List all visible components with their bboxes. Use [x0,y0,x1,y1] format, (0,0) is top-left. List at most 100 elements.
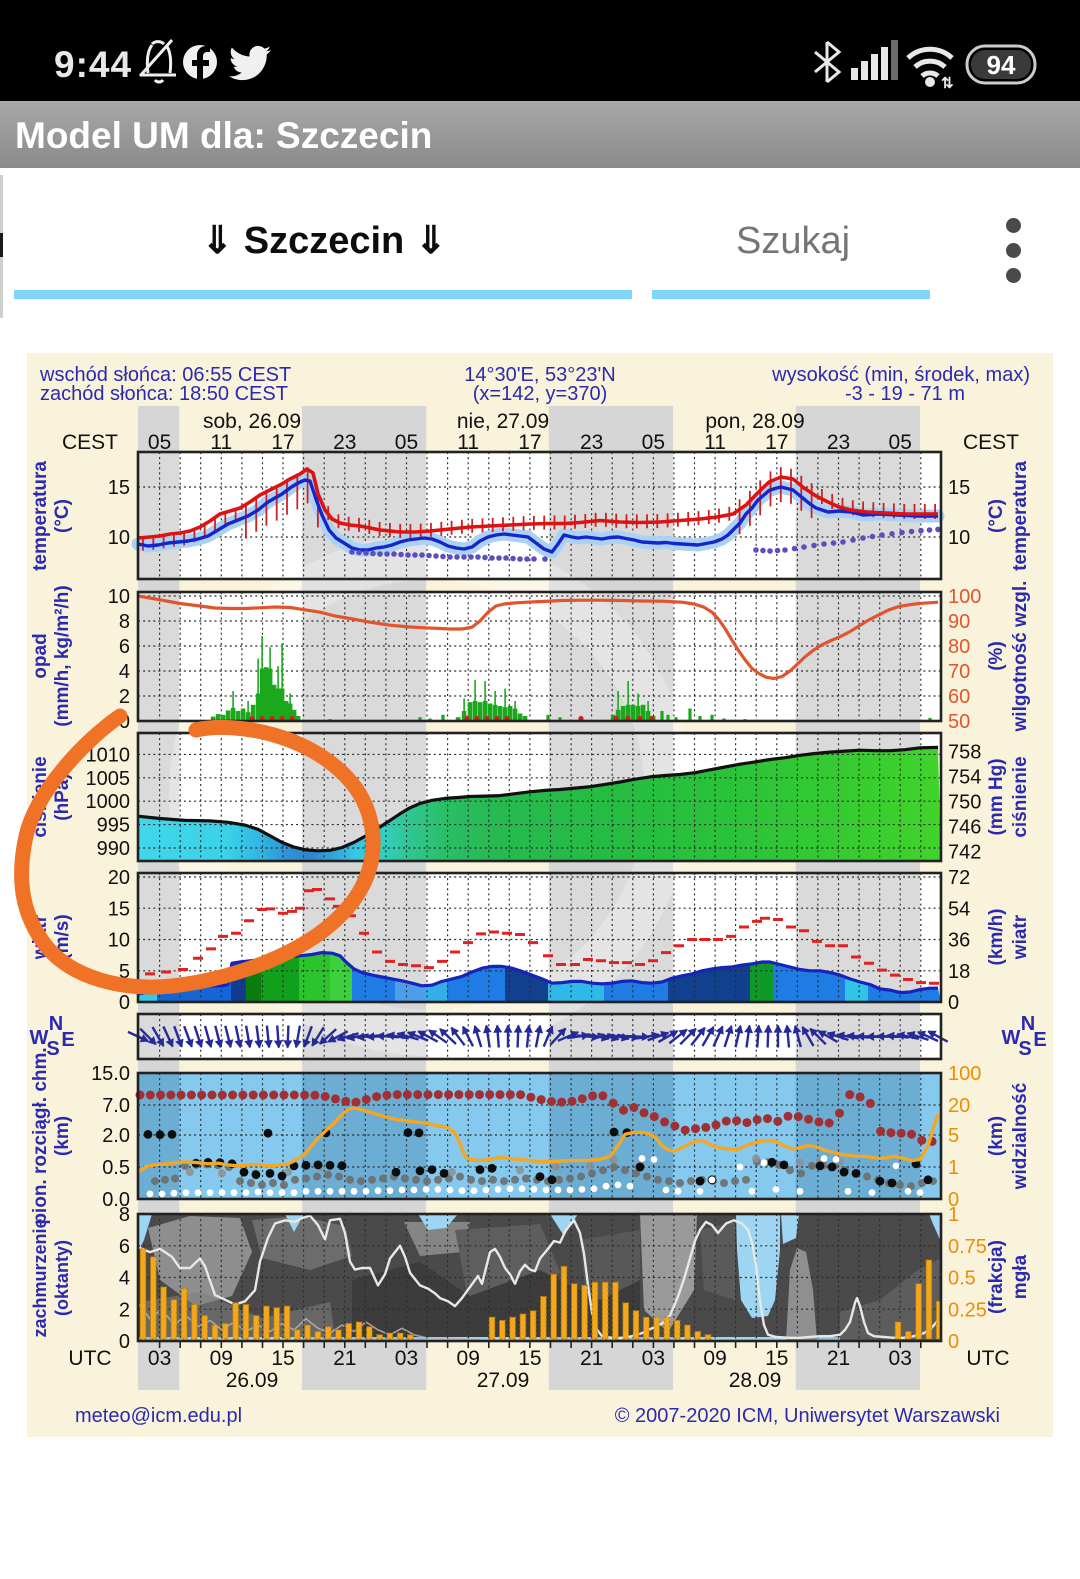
svg-text:03: 03 [642,1347,665,1370]
svg-text:0.5: 0.5 [948,1268,976,1290]
svg-text:60: 60 [948,686,970,708]
svg-text:80: 80 [948,636,970,658]
svg-text:(°C): (°C) [986,499,1007,533]
svg-text:CEST: CEST [62,431,118,454]
svg-text:11: 11 [457,431,479,454]
svg-text:temperatura: temperatura [30,461,51,571]
svg-text:(km/h): (km/h) [986,909,1007,966]
svg-text:(x=142, y=370): (x=142, y=370) [473,383,608,405]
svg-text:17: 17 [271,431,294,454]
svg-text:meteo@icm.edu.pl: meteo@icm.edu.pl [75,1405,242,1427]
svg-text:W: W [30,1027,49,1049]
svg-text:2.0: 2.0 [102,1125,130,1147]
svg-text:W: W [1002,1027,1021,1049]
svg-text:23: 23 [827,431,850,454]
svg-text:0: 0 [948,1189,959,1211]
svg-text:S: S [1018,1038,1031,1060]
svg-text:15: 15 [948,477,970,499]
svg-text:754: 754 [948,767,981,789]
svg-text:1: 1 [948,1204,959,1226]
svg-text:temperatura: temperatura [1010,461,1031,571]
svg-text:pon, 28.09: pon, 28.09 [705,410,804,433]
svg-text:wschód słońca: 06:55 CEST: wschód słońca: 06:55 CEST [39,364,291,386]
svg-text:10: 10 [108,527,130,549]
svg-text:11: 11 [210,431,232,454]
svg-text:0: 0 [119,1331,130,1353]
svg-text:(mm/h, kg/m²/h): (mm/h, kg/m²/h) [52,585,73,726]
svg-text:23: 23 [333,431,356,454]
svg-text:1: 1 [948,1157,959,1179]
svg-text:746: 746 [948,817,981,839]
svg-text:4: 4 [119,1268,130,1290]
svg-text:8: 8 [119,611,130,633]
svg-text:N: N [49,1013,63,1035]
svg-text:E: E [1033,1029,1046,1051]
svg-text:pion. rozciągł. chm.: pion. rozciągł. chm. [30,1047,51,1224]
svg-text:23: 23 [580,431,603,454]
svg-text:17: 17 [765,431,788,454]
svg-text:0.5: 0.5 [102,1157,130,1179]
svg-text:26.09: 26.09 [226,1369,279,1392]
svg-text:nie, 27.09: nie, 27.09 [457,410,549,433]
svg-text:0.25: 0.25 [948,1299,987,1321]
svg-text:(mm Hg): (mm Hg) [986,758,1007,835]
svg-text:03: 03 [889,1347,912,1370]
svg-text:03: 03 [395,1347,418,1370]
svg-text:0: 0 [119,992,130,1014]
svg-text:90: 90 [948,611,970,633]
svg-text:0: 0 [948,1331,959,1353]
svg-text:2: 2 [119,686,130,708]
svg-text:15: 15 [108,477,130,499]
svg-text:11: 11 [704,431,726,454]
svg-text:7.0: 7.0 [102,1095,130,1117]
svg-text:15: 15 [518,1347,541,1370]
svg-text:2: 2 [119,1299,130,1321]
svg-text:(°C): (°C) [52,499,73,533]
svg-text:758: 758 [948,742,981,764]
svg-text:(oktanty): (oktanty) [52,1240,72,1316]
svg-text:wysokość (min, środek, max): wysokość (min, środek, max) [771,364,1030,386]
svg-text:(%): (%) [986,641,1007,671]
svg-text:990: 990 [97,838,130,860]
svg-text:21: 21 [580,1347,603,1370]
svg-text:1000: 1000 [86,791,131,813]
svg-text:21: 21 [827,1347,850,1370]
svg-text:995: 995 [97,815,130,837]
svg-text:0.0: 0.0 [102,1189,130,1211]
svg-text:-3 - 19 - 71 m: -3 - 19 - 71 m [845,383,965,405]
svg-text:05: 05 [889,431,912,454]
svg-text:15: 15 [765,1347,788,1370]
svg-text:wilgotność wzgl.: wilgotność wzgl. [1010,581,1031,733]
svg-text:27.09: 27.09 [477,1369,530,1392]
svg-text:1010: 1010 [86,744,131,766]
svg-text:5: 5 [119,961,130,983]
svg-text:(frakcja): (frakcja) [986,1240,1007,1314]
svg-text:6: 6 [119,1236,130,1258]
svg-text:ciśnienie: ciśnienie [1010,756,1031,837]
svg-text:100: 100 [948,586,981,608]
svg-text:20: 20 [108,867,130,889]
svg-text:17: 17 [518,431,541,454]
svg-text:94: 94 [987,50,1016,80]
svg-text:(km): (km) [986,1116,1007,1156]
svg-text:5: 5 [948,1125,959,1147]
svg-text:0.75: 0.75 [948,1236,987,1258]
svg-text:opad: opad [30,633,51,678]
svg-text:09: 09 [457,1347,480,1370]
svg-text:10: 10 [108,930,130,952]
svg-text:36: 36 [948,930,970,952]
svg-text:15.0: 15.0 [91,1063,130,1085]
svg-text:wiatr: wiatr [1010,914,1031,960]
svg-text:70: 70 [948,661,970,683]
svg-text:14°30'E, 53°23'N: 14°30'E, 53°23'N [464,364,616,386]
svg-text:S: S [46,1038,59,1060]
svg-text:09: 09 [210,1347,233,1370]
svg-text:750: 750 [948,792,981,814]
svg-text:mgła: mgła [1010,1254,1031,1299]
svg-text:sob, 26.09: sob, 26.09 [203,410,301,433]
svg-text:03: 03 [148,1347,171,1370]
svg-text:100: 100 [948,1063,981,1085]
svg-text:15: 15 [108,898,130,920]
svg-text:© 2007-2020 ICM, Uniwersytet W: © 2007-2020 ICM, Uniwersytet Warszawski [615,1405,1000,1427]
svg-text:widzialność: widzialność [1010,1082,1031,1190]
